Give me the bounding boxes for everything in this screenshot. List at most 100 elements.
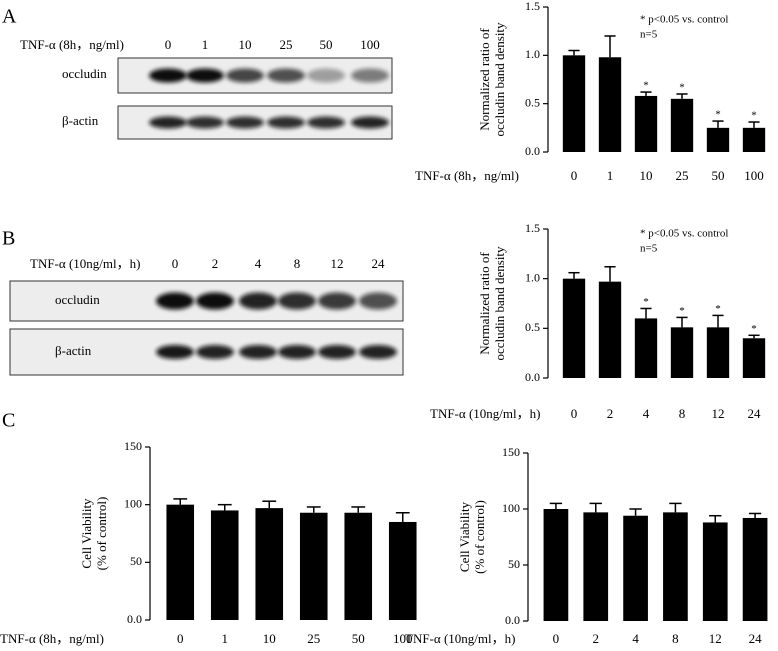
bar — [583, 512, 609, 621]
band — [278, 292, 316, 310]
bar — [344, 512, 373, 620]
y-tick-label: 1.5 — [525, 221, 540, 235]
x-axis-label: TNF-α (8h，ng/ml) — [0, 631, 104, 646]
significance-star: * — [679, 82, 685, 94]
bar — [702, 522, 728, 621]
band — [149, 68, 187, 83]
x-tick-label: 25 — [676, 168, 689, 183]
x-tick-label: 1 — [607, 168, 614, 183]
x-tick-label: 25 — [307, 631, 320, 646]
significance-star: * — [751, 110, 757, 122]
y-tick-label: 0.5 — [525, 320, 540, 334]
band — [156, 292, 194, 310]
bar — [166, 504, 195, 620]
bar — [562, 55, 586, 153]
bar — [210, 510, 239, 620]
panel-label: A — [2, 6, 17, 28]
y-axis-label: occludin band density — [492, 22, 507, 137]
x-tick-label: 0 — [571, 168, 578, 183]
significance-star: * — [643, 296, 649, 308]
x-tick-label: 8 — [679, 406, 686, 421]
lane-label: 2 — [212, 256, 219, 271]
x-tick-label: 0 — [177, 631, 184, 646]
bar — [562, 278, 586, 378]
blot-header: TNF-α (10ng/ml，h) — [30, 256, 140, 271]
band — [186, 68, 224, 83]
significance-star: * — [715, 109, 721, 121]
bar — [742, 127, 766, 152]
row-label: occludin — [62, 66, 107, 81]
y-tick-label: 0.0 — [505, 613, 520, 627]
lane-label: 1 — [202, 37, 209, 52]
x-tick-label: 2 — [593, 631, 600, 646]
x-tick-label: 8 — [672, 631, 679, 646]
x-tick-label: 12 — [709, 631, 722, 646]
x-tick-label: 100 — [393, 631, 413, 646]
band — [307, 68, 345, 83]
band — [149, 116, 187, 129]
x-tick-label: 50 — [352, 631, 365, 646]
bar — [598, 57, 622, 153]
y-tick-label: 150 — [124, 439, 142, 453]
blot-header: TNF-α (8h，ng/ml) — [20, 37, 124, 52]
band — [156, 345, 194, 359]
y-axis-label: Normalized ratio of — [477, 28, 492, 131]
y-tick-label: 0.0 — [525, 370, 540, 384]
band — [267, 116, 305, 129]
x-tick-label: 10 — [263, 631, 276, 646]
band — [267, 68, 305, 83]
band — [307, 116, 345, 129]
x-tick-label: 50 — [712, 168, 725, 183]
band — [359, 345, 397, 359]
bar — [543, 509, 569, 621]
band — [239, 292, 277, 310]
lane-label: 8 — [294, 256, 301, 271]
band — [359, 292, 397, 310]
lane-label: 10 — [239, 37, 252, 52]
annotation: * p<0.05 vs. control — [640, 14, 728, 26]
band — [318, 345, 356, 359]
lane-label: 50 — [320, 37, 333, 52]
y-axis-label: occludin band density — [492, 246, 507, 361]
x-axis-label: TNF-α (10ng/ml，h) — [430, 406, 540, 421]
y-axis-label: Normalized ratio of — [477, 252, 492, 355]
bar — [388, 521, 417, 620]
y-axis-label: (% of control) — [472, 500, 487, 574]
bar — [706, 127, 730, 152]
y-tick-label: 100 — [502, 501, 520, 515]
annotation: n=5 — [640, 243, 658, 255]
x-axis-label: TNF-α (8h，ng/ml) — [415, 168, 519, 183]
bar — [742, 517, 768, 621]
band — [239, 345, 277, 359]
x-axis-label: TNF-α (10ng/ml，h) — [405, 631, 515, 646]
bar — [742, 338, 766, 378]
y-tick-label: 0.0 — [127, 612, 142, 626]
y-axis-label: (% of control) — [94, 497, 109, 571]
annotation: n=5 — [640, 29, 658, 41]
x-tick-label: 12 — [712, 406, 725, 421]
y-tick-label: 1.5 — [525, 0, 540, 13]
x-tick-label: 24 — [748, 406, 762, 421]
lane-label: 25 — [280, 37, 293, 52]
x-tick-label: 1 — [222, 631, 229, 646]
row-label: β-actin — [55, 343, 92, 358]
y-tick-label: 1.0 — [525, 47, 540, 61]
row-label: occludin — [55, 292, 100, 307]
band — [196, 292, 234, 310]
band — [351, 116, 389, 129]
significance-star: * — [751, 323, 757, 335]
panel-label: C — [2, 410, 15, 432]
lane-label: 12 — [331, 256, 344, 271]
bar — [623, 515, 648, 621]
significance-star: * — [715, 303, 721, 315]
band — [186, 116, 224, 129]
lane-label: 0 — [165, 37, 172, 52]
lane-label: 24 — [372, 256, 386, 271]
bar — [663, 512, 688, 621]
x-tick-label: 2 — [607, 406, 614, 421]
bar — [670, 327, 694, 378]
x-tick-label: 100 — [744, 168, 764, 183]
x-tick-label: 0 — [553, 631, 560, 646]
lane-label: 0 — [172, 256, 179, 271]
